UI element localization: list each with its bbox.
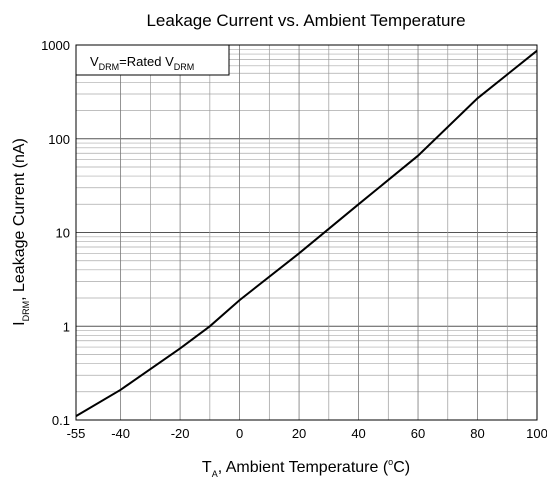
y-axis-label: IDRM, Leakage Current (nA) — [11, 138, 31, 326]
x-tick-label: 20 — [292, 426, 306, 441]
annotation: VDRM=Rated VDRM — [90, 54, 194, 72]
y-tick-label: 0.1 — [52, 413, 70, 428]
y-tick-label: 1000 — [41, 38, 70, 53]
x-tick-label: 100 — [526, 426, 547, 441]
x-tick-label: -40 — [111, 426, 130, 441]
x-tick-label: 40 — [351, 426, 365, 441]
y-tick-label: 100 — [48, 132, 70, 147]
x-tick-label: -55 — [67, 426, 86, 441]
x-tick-label: 0 — [236, 426, 243, 441]
y-tick-label: 1 — [63, 319, 70, 334]
plot-frame — [75, 44, 538, 421]
chart-title: Leakage Current vs. Ambient Temperature — [146, 11, 465, 30]
line-series — [75, 49, 538, 417]
y-tick-label: 10 — [56, 226, 70, 241]
annotation-box — [75, 44, 230, 76]
x-tick-label: 80 — [470, 426, 484, 441]
x-axis-label: TA, Ambient Temperature (oC) — [202, 457, 410, 479]
x-tick-label: -20 — [171, 426, 190, 441]
x-tick-label: 60 — [411, 426, 425, 441]
